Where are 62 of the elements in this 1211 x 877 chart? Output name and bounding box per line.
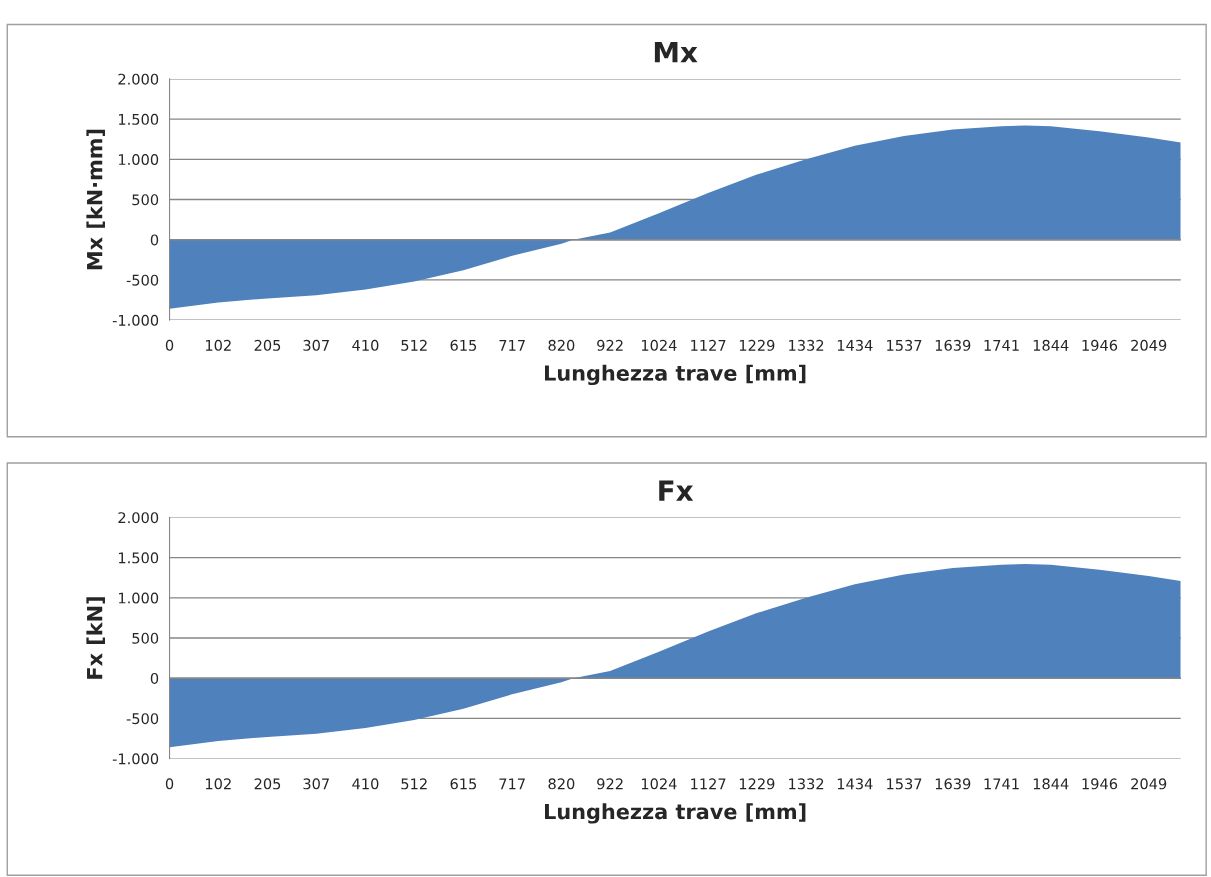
y-axis-title: Fx [kN]	[86, 597, 105, 679]
y-tick-label: -1.000	[112, 753, 159, 765]
y-tick-label: 500	[132, 194, 159, 206]
y-tick-label: -1.000	[112, 314, 159, 326]
x-tick-label: 102	[205, 778, 231, 790]
x-tick-label: 615	[450, 778, 477, 790]
x-tick-label: 717	[499, 778, 525, 790]
x-tick-label: 922	[597, 339, 623, 351]
x-axis-title: Lunghezza trave [mm]	[545, 803, 806, 824]
x-tick-label: 1946	[1082, 339, 1118, 351]
x-tick-label: 410	[352, 339, 379, 351]
x-tick-label: 922	[597, 778, 623, 790]
chart-title: Fx	[659, 480, 694, 501]
y-tick-label: 500	[132, 632, 159, 644]
x-tick-label: 1537	[887, 778, 922, 790]
x-tick-label: 1639	[935, 339, 971, 351]
x-tick-label: 1332	[789, 778, 824, 790]
y-tick-label: 1.500	[118, 113, 159, 125]
y-tick-label: 2.000	[118, 512, 159, 524]
x-tick-label: 1024	[641, 778, 677, 790]
y-tick-label: -500	[126, 713, 159, 725]
x-tick-label: 102	[205, 339, 231, 351]
x-tick-label: 205	[254, 778, 281, 790]
x-axis-title: Lunghezza trave [mm]	[545, 364, 806, 386]
x-tick-label: 1434	[837, 778, 873, 790]
x-tick-label: 2049	[1131, 778, 1167, 790]
x-tick-label: 1332	[789, 339, 824, 351]
x-tick-label: 307	[303, 778, 329, 790]
y-tick-label: 0	[150, 672, 159, 684]
x-tick-label: 615	[450, 339, 477, 351]
x-tick-label: 717	[499, 340, 525, 351]
x-tick-label: 1229	[739, 778, 775, 790]
y-axis-title: Mx [kN·mm]	[86, 129, 105, 270]
x-tick-label: 1127	[691, 778, 726, 790]
x-tick-label: 1537	[887, 339, 922, 351]
x-tick-label: 205	[254, 339, 281, 351]
x-tick-label: 2049	[1131, 339, 1167, 351]
x-tick-label: 1024	[641, 339, 677, 351]
chart-title: Mx	[654, 42, 698, 63]
x-tick-label: 1946	[1082, 778, 1118, 790]
x-tick-label: 307	[303, 339, 329, 351]
y-tick-label: 0	[150, 234, 159, 246]
y-tick-label: -500	[126, 274, 159, 286]
x-tick-label: 0	[165, 339, 174, 351]
x-tick-label: 1844	[1033, 778, 1069, 790]
y-tick-label: 1.500	[118, 552, 159, 564]
x-tick-label: 1434	[837, 339, 873, 351]
y-tick-label: 1.000	[118, 592, 159, 604]
x-tick-label: 820	[548, 339, 575, 351]
x-tick-label: 1741	[984, 778, 1019, 790]
x-tick-label: 1844	[1033, 339, 1069, 351]
y-tick-label: 2.000	[118, 73, 159, 85]
x-tick-label: 1127	[691, 339, 726, 351]
x-tick-label: 820	[548, 778, 575, 790]
x-tick-label: 1639	[935, 778, 971, 790]
x-tick-label: 410	[352, 778, 379, 790]
x-tick-label: 512	[401, 339, 427, 351]
x-tick-label: 512	[401, 778, 427, 790]
x-tick-label: 1229	[739, 339, 775, 351]
x-tick-label: 0	[165, 778, 174, 790]
x-tick-label: 1741	[984, 340, 1019, 351]
y-tick-label: 1.000	[118, 154, 159, 166]
